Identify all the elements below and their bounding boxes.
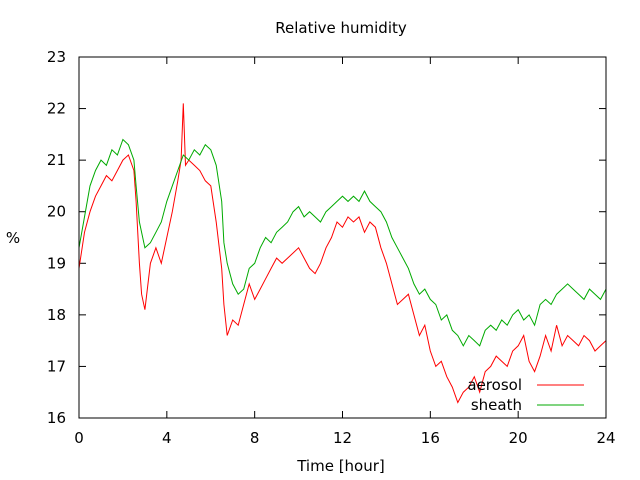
legend-label-aerosol: aerosol: [467, 376, 522, 394]
series-layer: [78, 103, 607, 404]
series-line-sheath: [78, 138, 607, 347]
y-tick-label: 18: [47, 306, 66, 324]
x-tick-label: 4: [162, 429, 172, 447]
legend: aerosol sheath: [467, 376, 584, 414]
x-tick-label: 8: [250, 429, 260, 447]
x-axis-label: Time [hour]: [296, 457, 385, 475]
series-line-aerosol: [78, 103, 607, 404]
axis-ticks: 16 17 18 19 20 21 22 23 0 4 8 12 16 20 24: [47, 48, 616, 447]
chart-title: Relative humidity: [275, 19, 407, 37]
x-tick-label: 16: [421, 429, 440, 447]
y-axis-label: %: [6, 229, 20, 247]
x-tick-label: 0: [74, 429, 84, 447]
y-tick-label: 20: [47, 203, 66, 221]
y-tick-label: 17: [47, 357, 66, 375]
x-tick-label: 20: [509, 429, 528, 447]
plot-frame: [78, 56, 607, 419]
y-tick-label: 23: [47, 48, 66, 66]
y-tick-label: 21: [47, 151, 66, 169]
y-tick-label: 19: [47, 254, 66, 272]
legend-label-sheath: sheath: [471, 396, 522, 414]
y-tick-label: 22: [47, 100, 66, 118]
y-tick-label: 16: [47, 409, 66, 427]
x-tick-label: 24: [596, 429, 615, 447]
x-tick-label: 12: [333, 429, 352, 447]
